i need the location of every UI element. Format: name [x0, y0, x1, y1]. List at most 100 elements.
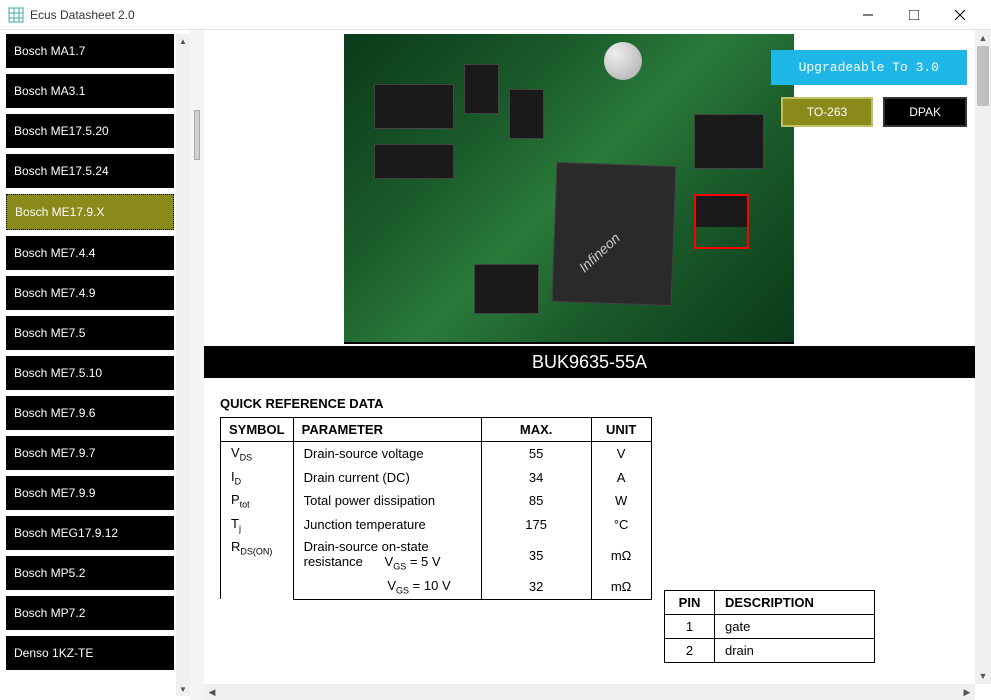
scroll-track[interactable] [975, 46, 991, 668]
sidebar-item[interactable]: Bosch MA1.7 [6, 34, 174, 68]
sidebar-item[interactable]: Bosch ME7.5.10 [6, 356, 174, 390]
content-pane: Upgradeable To 3.0 TO-263 DPAK BUK9635-5… [204, 30, 991, 700]
table-row: PtotTotal power dissipation85W [221, 489, 652, 513]
param-cell: Total power dissipation [293, 489, 481, 513]
scroll-track[interactable] [220, 684, 959, 700]
scroll-right-icon[interactable]: ▶ [959, 684, 975, 700]
datasheet-section: QUICK REFERENCE DATA SYMBOL PARAMETER MA… [204, 390, 975, 606]
unit-cell: mΩ [591, 575, 651, 599]
pcb-capacitor [604, 42, 642, 80]
scroll-left-icon[interactable]: ◀ [204, 684, 220, 700]
max-cell: 34 [481, 466, 591, 490]
window-title: Ecus Datasheet 2.0 [30, 8, 845, 22]
pcb-chip [374, 144, 454, 179]
maximize-button[interactable] [891, 0, 937, 30]
desc-cell: gate [715, 615, 875, 639]
scroll-down-icon[interactable]: ▼ [176, 682, 190, 696]
max-cell: 175 [481, 513, 591, 537]
sidebar-item[interactable]: Bosch ME7.4.4 [6, 236, 174, 270]
sidebar-item[interactable]: Denso 1KZ-TE [6, 636, 174, 670]
table-row: VDSDrain-source voltage55V [221, 442, 652, 466]
splitter[interactable] [190, 30, 204, 700]
desc-cell: drain [715, 639, 875, 663]
unit-cell: mΩ [591, 536, 651, 575]
param-cell: VGS = 10 V [293, 575, 481, 599]
datasheet-heading: QUICK REFERENCE DATA [220, 396, 959, 411]
scroll-down-icon[interactable]: ▼ [975, 668, 991, 684]
table-row: 2drain [665, 639, 875, 663]
max-cell: 85 [481, 489, 591, 513]
content-vscrollbar[interactable]: ▲ ▼ [975, 30, 991, 684]
param-cell: Drain current (DC) [293, 466, 481, 490]
minimize-button[interactable] [845, 0, 891, 30]
top-buttons: Upgradeable To 3.0 TO-263 DPAK [771, 50, 967, 127]
pcb-chip [374, 84, 454, 129]
max-cell: 35 [481, 536, 591, 575]
package-dpak-button[interactable]: DPAK [883, 97, 967, 127]
pcb-chip [509, 89, 544, 139]
pcb-highlight-box [694, 194, 749, 249]
table-row: 1gate [665, 615, 875, 639]
sidebar-item[interactable]: Bosch MP5.2 [6, 556, 174, 590]
sidebar-item[interactable]: Bosch ME17.5.20 [6, 114, 174, 148]
unit-cell: V [591, 442, 651, 466]
pcb-chip [694, 114, 764, 169]
table-row: RDS(ON)Drain-source on-state resistance … [221, 536, 652, 575]
symbol-cell: VDS [221, 442, 294, 466]
sidebar-item[interactable]: Bosch ME7.9.6 [6, 396, 174, 430]
pcb-chip [474, 264, 539, 314]
symbol-cell: ID [221, 466, 294, 490]
sidebar-item[interactable]: Bosch ME17.9.X [6, 194, 174, 230]
symbol-cell: RDS(ON) [221, 536, 294, 599]
symbol-cell: Ptot [221, 489, 294, 513]
table-row: TjJunction temperature175°C [221, 513, 652, 537]
sidebar-item[interactable]: Bosch ME7.4.9 [6, 276, 174, 310]
sidebar-item[interactable]: Bosch ME7.9.7 [6, 436, 174, 470]
window-controls [845, 0, 983, 30]
sidebar-item[interactable]: Bosch MEG17.9.12 [6, 516, 174, 550]
pcb-chip [464, 64, 499, 114]
app-icon [8, 7, 24, 23]
scroll-up-icon[interactable]: ▲ [975, 30, 991, 46]
title-bar: Ecus Datasheet 2.0 [0, 0, 991, 30]
content-hscrollbar[interactable]: ◀ ▶ [204, 684, 975, 700]
pin-cell: 1 [665, 615, 715, 639]
table-header: PARAMETER [293, 418, 481, 442]
max-cell: 32 [481, 575, 591, 599]
sidebar: Bosch MA1.7 Bosch MA3.1 Bosch ME17.5.20 Bos… [0, 30, 190, 700]
unit-cell: A [591, 466, 651, 490]
part-title-bar: BUK9635-55A [204, 346, 975, 378]
table-row: IDDrain current (DC)34A [221, 466, 652, 490]
pin-table: PIN DESCRIPTION 1gate2drain [664, 590, 875, 663]
package-buttons: TO-263 DPAK [781, 97, 967, 127]
max-cell: 55 [481, 442, 591, 466]
sidebar-item[interactable]: Bosch MP7.2 [6, 596, 174, 630]
sidebar-item[interactable]: Bosch MA3.1 [6, 74, 174, 108]
unit-cell: °C [591, 513, 651, 537]
table-header: SYMBOL [221, 418, 294, 442]
pcb-main-chip [552, 162, 677, 306]
scroll-thumb[interactable] [977, 46, 989, 106]
scroll-up-icon[interactable]: ▲ [176, 34, 190, 48]
main-area: Bosch MA1.7 Bosch MA3.1 Bosch ME17.5.20 Bos… [0, 30, 991, 700]
splitter-grip[interactable] [194, 110, 200, 160]
sidebar-item[interactable]: Bosch ME17.5.24 [6, 154, 174, 188]
sidebar-item[interactable]: Bosch ME7.9.9 [6, 476, 174, 510]
unit-cell: W [591, 489, 651, 513]
symbol-cell: Tj [221, 513, 294, 537]
upgrade-button[interactable]: Upgradeable To 3.0 [771, 50, 967, 85]
table-header: MAX. [481, 418, 591, 442]
package-to263-button[interactable]: TO-263 [781, 97, 873, 127]
sidebar-item[interactable]: Bosch ME7.5 [6, 316, 174, 350]
param-cell: Junction temperature [293, 513, 481, 537]
quick-reference-table: SYMBOL PARAMETER MAX. UNIT VDSDrain-sour… [220, 417, 652, 600]
param-cell: Drain-source on-state resistance VGS = 5… [293, 536, 481, 575]
table-header: PIN [665, 591, 715, 615]
table-header: UNIT [591, 418, 651, 442]
pcb-image [344, 34, 794, 344]
table-header: DESCRIPTION [715, 591, 875, 615]
pin-cell: 2 [665, 639, 715, 663]
sidebar-scrollbar[interactable]: ▲ ▼ [176, 34, 190, 696]
close-button[interactable] [937, 0, 983, 30]
param-cell: Drain-source voltage [293, 442, 481, 466]
